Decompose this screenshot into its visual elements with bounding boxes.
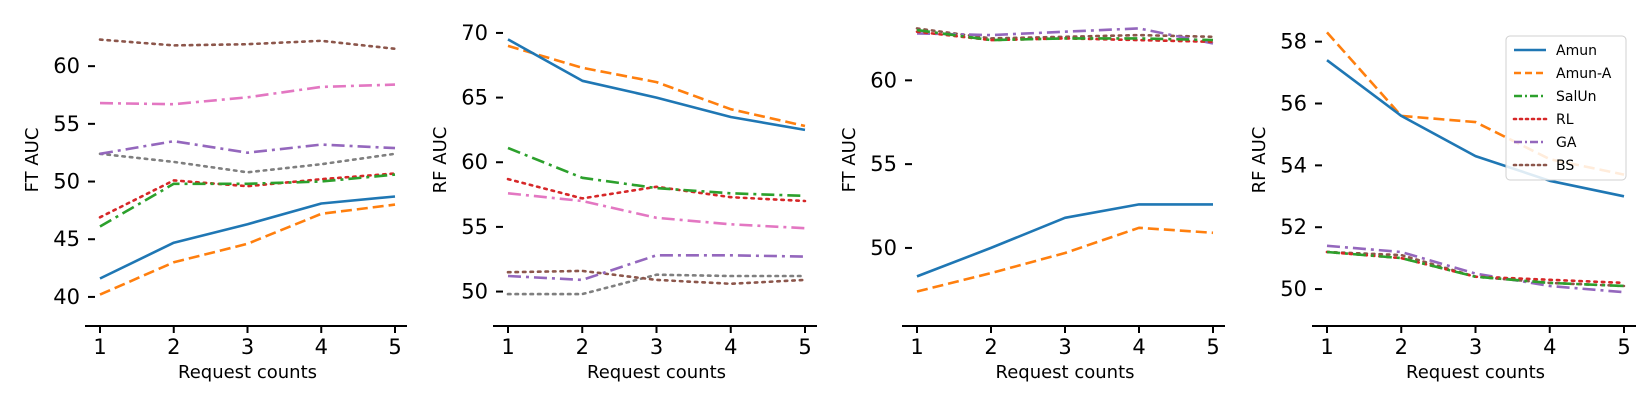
x-tick-label: 3 (1469, 335, 1482, 359)
series-line-amun (1326, 59, 1625, 198)
y-axis-label: FT AUC (839, 128, 860, 193)
y-tick-label: 50 (870, 236, 897, 260)
x-axis-label: Request counts (996, 362, 1135, 383)
series-line-pink (99, 83, 396, 106)
legend-label-salun: SalUn (1556, 89, 1596, 105)
series-line-amun (507, 38, 806, 132)
series-line-gray (506, 273, 807, 296)
y-tick-label: 55 (870, 152, 897, 176)
x-tick-label: 3 (241, 335, 254, 359)
y-tick-label: 60 (870, 68, 897, 92)
x-tick-label: 4 (1132, 335, 1145, 359)
series-line-rl (506, 177, 807, 203)
x-tick-label: 5 (798, 335, 811, 359)
x-tick-label: 3 (650, 335, 663, 359)
series-line-bs (506, 269, 807, 286)
series-line-bs (98, 38, 397, 51)
series-line-bs (915, 27, 1215, 40)
series-line-salun (507, 146, 806, 198)
series-line-amun-a (99, 203, 396, 296)
y-axis-label: FT AUC (22, 128, 43, 193)
series-line-gray (98, 152, 397, 174)
y-tick-label: 50 (53, 170, 80, 194)
y-tick-label: 55 (461, 215, 488, 239)
series-line-salun (99, 173, 396, 228)
series-line-rl (98, 172, 397, 219)
series-line-rl (1325, 250, 1626, 285)
x-axis-label: Request counts (587, 362, 726, 383)
x-tick-label: 1 (910, 335, 923, 359)
y-tick-label: 56 (1280, 92, 1307, 116)
y-tick-label: 60 (461, 150, 488, 174)
x-tick-label: 2 (984, 335, 997, 359)
series-line-rl (915, 30, 1215, 44)
x-tick-label: 5 (1617, 335, 1630, 359)
x-tick-label: 1 (93, 335, 106, 359)
legend-label-amun-a: Amun-A (1556, 66, 1612, 82)
x-tick-label: 2 (1395, 335, 1408, 359)
series-line-ga (916, 27, 1214, 45)
legend-label-ga: GA (1556, 135, 1577, 151)
y-tick-label: 54 (1280, 153, 1307, 177)
y-tick-label: 58 (1280, 30, 1307, 54)
legend-label-rl: RL (1556, 112, 1574, 128)
y-tick-label: 70 (461, 21, 488, 45)
x-tick-label: 1 (501, 335, 514, 359)
x-tick-label: 5 (1206, 335, 1219, 359)
series-line-salun (916, 28, 1214, 42)
y-tick-label: 55 (53, 112, 80, 136)
x-tick-label: 4 (1543, 335, 1556, 359)
legend-label-amun: Amun (1556, 43, 1597, 59)
y-tick-label: 60 (53, 54, 80, 78)
series-line-amun-a (507, 44, 806, 128)
x-tick-label: 4 (724, 335, 737, 359)
x-tick-label: 5 (388, 335, 401, 359)
series-line-amun (916, 203, 1213, 278)
y-tick-label: 50 (1280, 277, 1307, 301)
x-tick-label: 2 (576, 335, 589, 359)
x-tick-label: 3 (1058, 335, 1071, 359)
x-axis-label: Request counts (1406, 362, 1545, 383)
y-tick-label: 45 (53, 227, 80, 251)
x-tick-label: 4 (315, 335, 328, 359)
chart-panel-4: 1 2 3 4 5 50 52 54 56 58 Request counts RF AUC (1249, 30, 1636, 383)
y-axis-label: RF AUC (430, 127, 451, 194)
x-tick-label: 2 (167, 335, 180, 359)
y-tick-label: 65 (461, 86, 488, 110)
y-tick-label: 40 (53, 285, 80, 309)
y-axis-label: RF AUC (1249, 127, 1270, 194)
series-line-pink (507, 192, 806, 230)
legend-label-bs: BS (1556, 158, 1574, 174)
x-tick-label: 1 (1320, 335, 1333, 359)
x-axis-label: Request counts (178, 362, 317, 383)
legend: Amun Amun-A SalUn RL GA BS (1505, 35, 1627, 181)
series-line-amun (99, 195, 396, 280)
y-tick-label: 52 (1280, 215, 1307, 239)
series-line-ga (99, 139, 396, 156)
y-tick-label: 50 (461, 280, 488, 304)
series-line-amun-a (916, 226, 1214, 293)
